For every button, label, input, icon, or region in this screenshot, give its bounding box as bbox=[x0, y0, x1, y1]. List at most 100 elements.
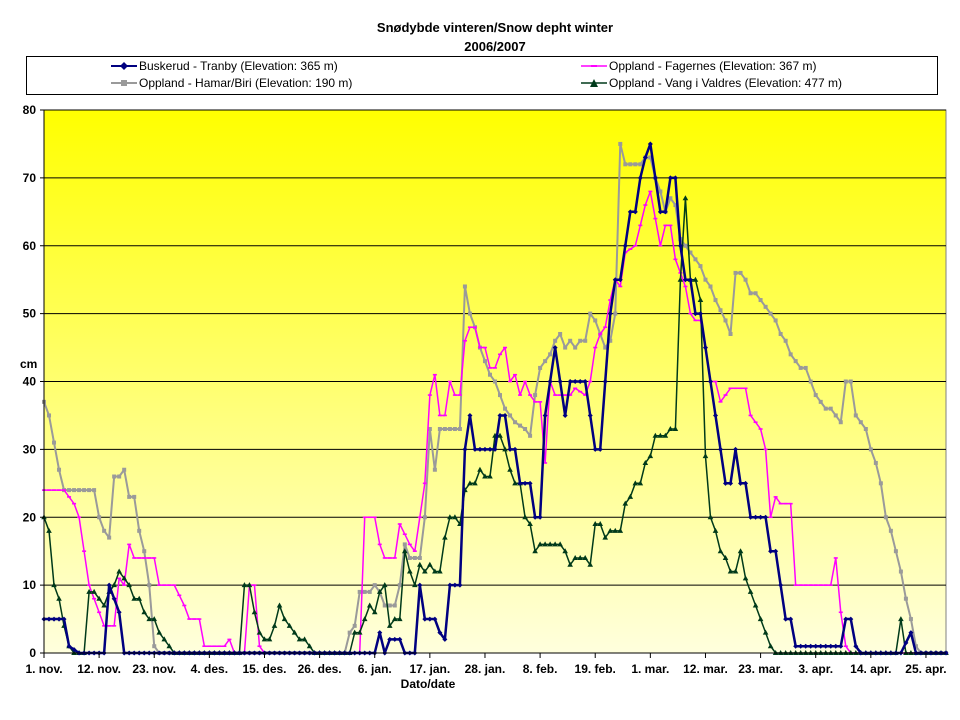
data-point bbox=[126, 582, 132, 588]
data-point bbox=[47, 489, 52, 491]
data-point bbox=[808, 643, 814, 649]
y-tick-label: 20 bbox=[23, 510, 37, 524]
data-point bbox=[788, 616, 794, 622]
data-point bbox=[707, 514, 714, 520]
data-point bbox=[121, 575, 127, 581]
data-point bbox=[102, 528, 107, 533]
data-point bbox=[593, 318, 598, 323]
data-point bbox=[823, 584, 828, 586]
legend-label-hamar: Oppland - Hamar/Biri (Elevation: 190 m) bbox=[139, 76, 353, 90]
data-point bbox=[392, 636, 398, 642]
data-point bbox=[276, 602, 283, 608]
data-point bbox=[107, 625, 112, 627]
data-point bbox=[688, 250, 693, 255]
y-tick-label: 10 bbox=[23, 578, 37, 592]
data-point bbox=[371, 609, 378, 615]
data-point bbox=[156, 629, 163, 635]
data-point bbox=[808, 379, 813, 384]
data-point bbox=[357, 589, 362, 594]
data-point bbox=[613, 311, 618, 316]
data-point bbox=[391, 616, 398, 622]
data-point bbox=[56, 595, 62, 601]
data-point bbox=[527, 480, 533, 486]
legend-label-vang: Oppland - Vang i Valdres (Elevation: 477… bbox=[609, 76, 843, 90]
data-point bbox=[111, 596, 117, 602]
data-point bbox=[257, 645, 262, 648]
data-point bbox=[767, 643, 774, 649]
data-point bbox=[582, 554, 588, 560]
data-point bbox=[537, 514, 543, 520]
data-point bbox=[818, 584, 823, 586]
data-point bbox=[161, 636, 168, 642]
data-point bbox=[482, 346, 487, 349]
data-point bbox=[101, 602, 107, 608]
data-point bbox=[587, 412, 593, 418]
data-point bbox=[462, 339, 467, 342]
x-tick-label: 8. feb. bbox=[523, 662, 558, 676]
data-point bbox=[588, 311, 593, 316]
data-point bbox=[386, 622, 393, 628]
data-point bbox=[878, 481, 883, 486]
data-point bbox=[693, 257, 698, 262]
data-point bbox=[251, 609, 258, 615]
data-point bbox=[683, 243, 688, 248]
data-point bbox=[61, 616, 67, 622]
y-tick-label: 0 bbox=[29, 646, 36, 660]
data-point bbox=[487, 446, 493, 452]
data-point bbox=[667, 426, 674, 432]
data-point bbox=[493, 367, 497, 369]
data-point bbox=[513, 373, 518, 376]
data-point bbox=[562, 412, 568, 418]
data-point bbox=[347, 630, 352, 635]
data-point bbox=[763, 448, 768, 451]
data-point bbox=[803, 365, 808, 370]
data-point bbox=[657, 432, 664, 438]
legend-label-tranby: Buskerud - Tranby (Elevation: 365 m) bbox=[139, 59, 338, 73]
data-point bbox=[542, 412, 548, 418]
data-point bbox=[833, 413, 838, 418]
data-point bbox=[637, 480, 644, 486]
data-point bbox=[663, 224, 668, 227]
data-point bbox=[693, 319, 698, 322]
data-point bbox=[893, 549, 898, 554]
data-point bbox=[788, 502, 793, 505]
data-point bbox=[151, 616, 158, 622]
data-point bbox=[212, 645, 217, 648]
data-point bbox=[407, 568, 413, 574]
y-tick-label: 60 bbox=[23, 239, 37, 253]
data-point bbox=[366, 602, 373, 608]
data-point bbox=[828, 406, 833, 411]
data-point bbox=[608, 338, 613, 343]
data-point bbox=[838, 420, 843, 425]
data-point bbox=[908, 617, 913, 622]
data-point bbox=[532, 514, 538, 520]
data-point bbox=[858, 420, 863, 425]
data-point bbox=[157, 584, 162, 586]
data-point bbox=[392, 557, 397, 559]
data-point bbox=[668, 224, 673, 227]
data-point bbox=[558, 394, 563, 396]
data-point bbox=[738, 480, 744, 486]
data-point bbox=[537, 541, 543, 547]
data-point bbox=[588, 380, 593, 383]
data-point bbox=[252, 584, 257, 586]
data-point bbox=[683, 285, 688, 288]
data-point bbox=[648, 155, 653, 160]
data-point bbox=[493, 379, 497, 384]
data-point bbox=[833, 557, 838, 559]
data-point bbox=[442, 427, 447, 432]
data-point bbox=[587, 561, 594, 567]
data-point bbox=[828, 643, 834, 649]
data-point bbox=[142, 557, 147, 559]
data-point bbox=[617, 277, 623, 283]
data-point bbox=[362, 589, 367, 594]
data-point bbox=[572, 554, 578, 560]
data-point bbox=[538, 365, 543, 370]
data-point bbox=[668, 196, 673, 201]
data-point bbox=[602, 534, 609, 540]
data-point bbox=[117, 577, 122, 580]
data-point bbox=[542, 541, 548, 547]
data-point bbox=[778, 502, 783, 505]
data-point bbox=[532, 548, 538, 554]
data-point bbox=[507, 446, 513, 452]
